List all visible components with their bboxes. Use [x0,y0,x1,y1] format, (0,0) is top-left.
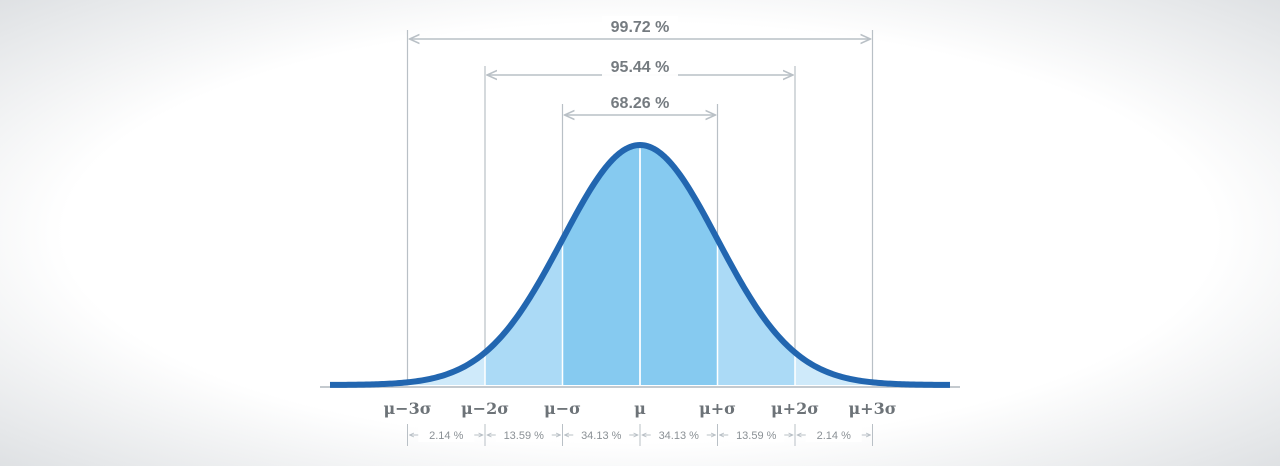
span-label-backing [602,56,678,76]
span-percentage-label: 99.72 % [611,19,670,36]
span-percentage-label: 95.44 % [611,59,670,76]
area-fill-segment [407,352,485,385]
segment-label-backing [573,427,630,442]
segment-percentages: 2.14 % 13.59 % 34.13 % 34.13 % 13.59 % 2.14 % [407,424,873,446]
segment-label-backing [728,427,785,442]
segment-percentage-label: 13.59 % [504,430,545,442]
sigma-tick-label: μ−σ [544,399,581,418]
sigma-tick-label: μ−2σ [461,399,509,418]
sigma-tick-label: μ+2σ [771,399,819,418]
area-fill-segment [795,352,873,385]
bell-curve-line [329,142,951,388]
sigma-tick-label: μ+3σ [848,399,896,418]
sigma-tick-label: μ−3σ [383,399,431,418]
span-label-backing [602,92,678,112]
span-label-backing [602,16,678,36]
sigma-guide-lines [320,30,960,388]
segment-label-backing [495,427,552,442]
segment-percentage-label: 2.14 % [429,430,463,442]
span-percentage-label: 68.26 % [611,95,670,112]
segment-percentage-label: 34.13 % [581,430,622,442]
segment-label-backing [418,427,475,442]
segment-percentage-label: 2.14 % [817,430,851,442]
segment-label-backing [650,427,707,442]
sigma-tick-labels: μ−3σ μ−2σ μ−σ μ μ+σ μ+2σ μ+3σ [383,399,896,418]
segment-percentage-label: 34.13 % [659,430,700,442]
sigma-tick-label: μ [634,399,646,418]
percentage-span-arrows: 99.72 % 95.44 % 68.26 % [410,16,871,115]
segment-label-backing [805,427,862,442]
sigma-tick-label: μ+σ [699,399,736,418]
bell-curve [329,142,951,388]
segment-percentage-label: 13.59 % [736,430,777,442]
